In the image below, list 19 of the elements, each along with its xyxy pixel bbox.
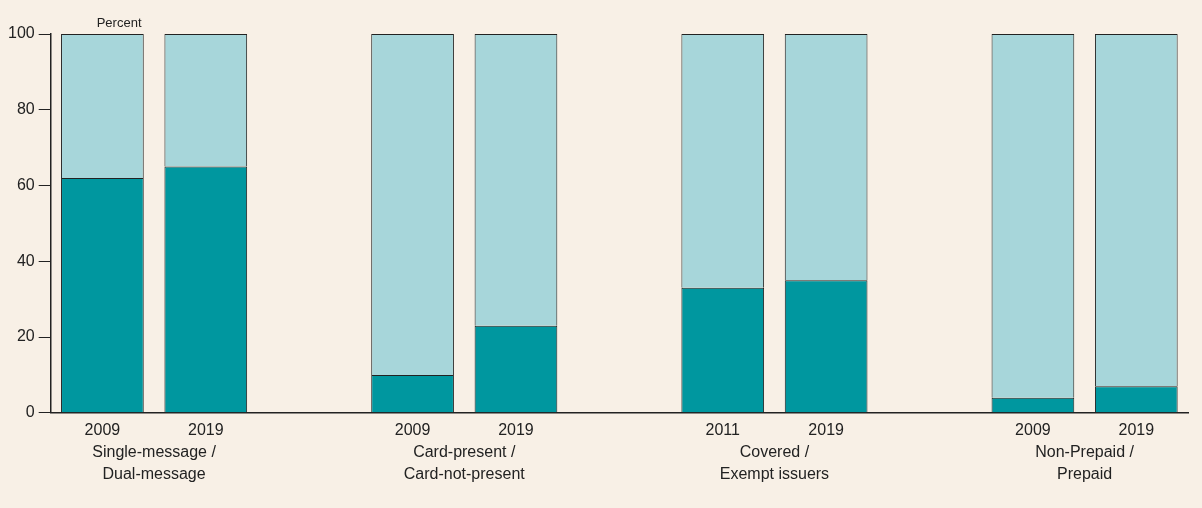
y-tick-label: 0 bbox=[25, 403, 35, 421]
x-tick-label: 2009 bbox=[1015, 420, 1051, 438]
x-tick-label: 2019 bbox=[1118, 420, 1155, 438]
x-tick-label: 2009 bbox=[394, 420, 431, 438]
y-tick-label: 20 bbox=[16, 327, 35, 345]
y-axis-title: Percent bbox=[96, 15, 142, 31]
x-tick-label: 2011 bbox=[705, 420, 741, 438]
text: Card-present / Card-not-present bbox=[403, 443, 526, 483]
x-tick-label: 2019 bbox=[498, 420, 534, 438]
text: Single-message / Dual-message bbox=[92, 443, 217, 483]
x-tick-label: 2019 bbox=[808, 420, 845, 438]
text: Covered / Exempt issuers bbox=[719, 443, 830, 483]
y-tick-label: 60 bbox=[16, 175, 35, 193]
x-tick-label: 2009 bbox=[84, 420, 121, 438]
text: Non-Prepaid / Prepaid bbox=[1035, 443, 1135, 483]
y-tick-label: 40 bbox=[16, 251, 35, 269]
y-tick-label: 80 bbox=[16, 100, 35, 118]
x-tick-label: 2019 bbox=[187, 420, 224, 438]
y-tick-label: 100 bbox=[7, 24, 35, 42]
